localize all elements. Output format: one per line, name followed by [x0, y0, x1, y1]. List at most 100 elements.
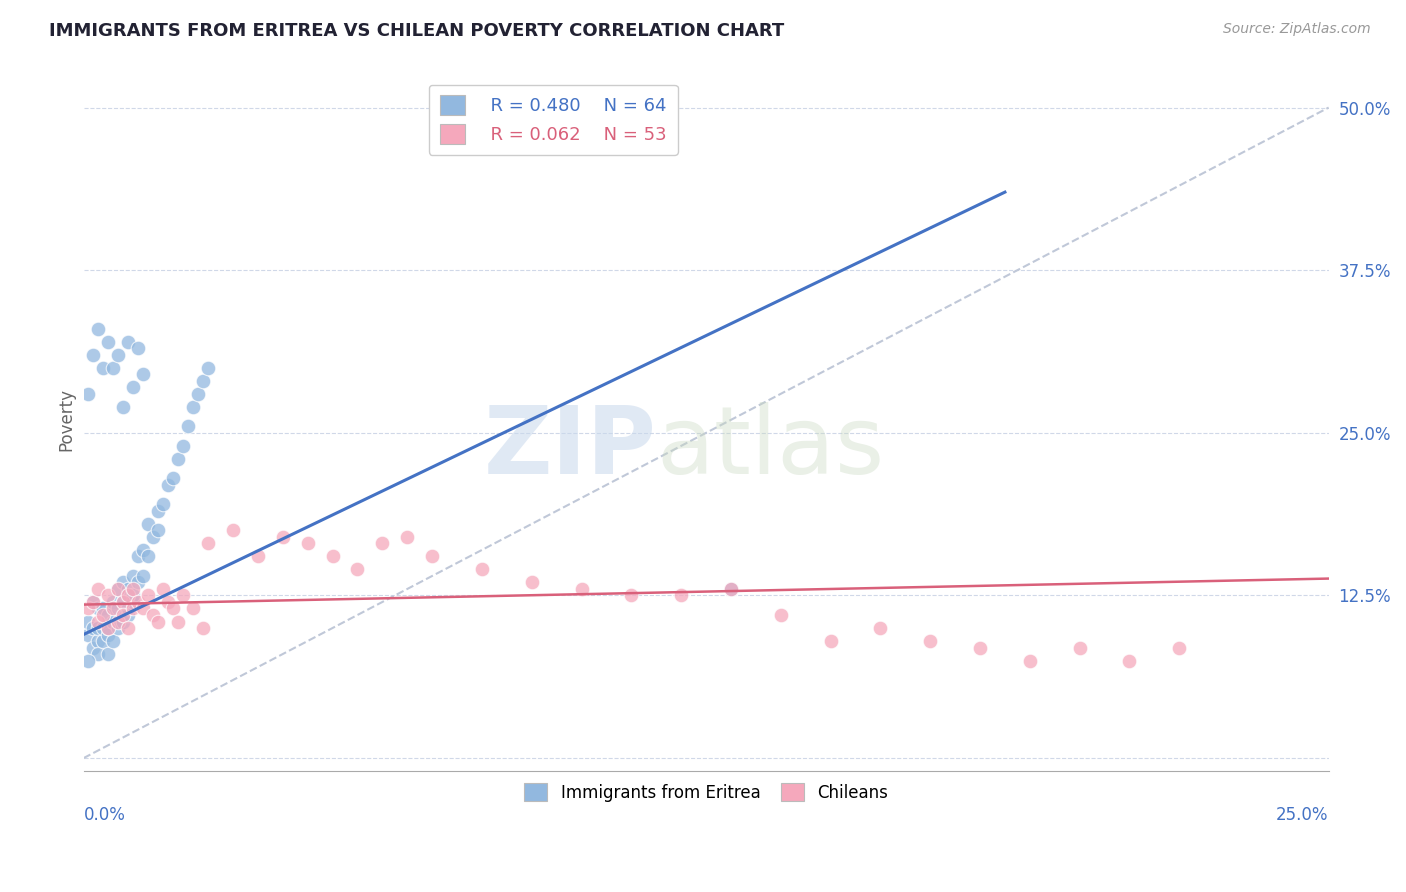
Point [571, 582, 593, 596]
Text: Source: ZipAtlas.com: Source: ZipAtlas.com [1223, 22, 1371, 37]
Point [117, 582, 139, 596]
Point [132, 368, 155, 382]
Point [87, 582, 110, 596]
Point [77, 627, 100, 641]
Point [520, 575, 543, 590]
Point [122, 569, 145, 583]
Point [103, 595, 125, 609]
Text: IMMIGRANTS FROM ERITREA VS CHILEAN POVERTY CORRELATION CHART: IMMIGRANTS FROM ERITREA VS CHILEAN POVER… [49, 22, 785, 40]
Point [97, 621, 120, 635]
Point [1118, 654, 1140, 668]
Point [112, 595, 135, 609]
Point [87, 322, 110, 336]
Point [869, 621, 891, 635]
Point [77, 386, 100, 401]
Point [297, 536, 319, 550]
Point [167, 615, 190, 629]
Point [820, 634, 842, 648]
Point [107, 582, 129, 596]
Point [103, 615, 125, 629]
Point [82, 595, 104, 609]
Point [117, 607, 139, 622]
Point [346, 562, 368, 576]
Point [103, 634, 125, 648]
Point [117, 589, 139, 603]
Point [371, 536, 394, 550]
Point [107, 615, 129, 629]
Point [87, 621, 110, 635]
Point [112, 575, 135, 590]
Point [471, 562, 494, 576]
Point [136, 549, 159, 564]
Point [969, 640, 991, 655]
Point [93, 601, 115, 615]
Point [87, 615, 110, 629]
Point [148, 615, 170, 629]
Point [769, 607, 792, 622]
Point [197, 536, 219, 550]
Point [97, 647, 120, 661]
Point [157, 478, 180, 492]
Point [93, 607, 115, 622]
Point [117, 621, 139, 635]
Point [93, 621, 115, 635]
Point [93, 360, 115, 375]
Point [97, 607, 120, 622]
Point [77, 654, 100, 668]
Point [720, 582, 742, 596]
Point [97, 621, 120, 635]
Point [132, 569, 155, 583]
Point [122, 589, 145, 603]
Legend: Immigrants from Eritrea, Chileans: Immigrants from Eritrea, Chileans [517, 776, 894, 808]
Point [197, 360, 219, 375]
Point [222, 524, 245, 538]
Point [122, 595, 145, 609]
Point [181, 400, 204, 414]
Point [148, 504, 170, 518]
Point [152, 582, 174, 596]
Point [107, 582, 129, 596]
Text: atlas: atlas [657, 402, 884, 494]
Point [172, 439, 194, 453]
Point [136, 516, 159, 531]
Point [112, 615, 135, 629]
Point [191, 621, 214, 635]
Point [77, 601, 100, 615]
Point [82, 640, 104, 655]
Point [117, 334, 139, 349]
Text: 25.0%: 25.0% [1277, 806, 1329, 824]
Point [420, 549, 443, 564]
Point [103, 601, 125, 615]
Point [177, 419, 200, 434]
Point [172, 589, 194, 603]
Point [162, 601, 184, 615]
Point [152, 497, 174, 511]
Point [77, 615, 100, 629]
Point [322, 549, 344, 564]
Point [127, 549, 149, 564]
Point [142, 530, 165, 544]
Point [107, 348, 129, 362]
Point [187, 386, 209, 401]
Point [117, 601, 139, 615]
Point [132, 601, 155, 615]
Point [127, 341, 149, 355]
Point [920, 634, 942, 648]
Point [127, 595, 149, 609]
Point [97, 627, 120, 641]
Text: ZIP: ZIP [484, 402, 657, 494]
Point [1069, 640, 1091, 655]
Point [720, 582, 742, 596]
Point [136, 589, 159, 603]
Point [107, 601, 129, 615]
Point [93, 634, 115, 648]
Point [148, 524, 170, 538]
Point [87, 601, 110, 615]
Point [112, 595, 135, 609]
Point [122, 601, 145, 615]
Point [1018, 654, 1040, 668]
Point [107, 621, 129, 635]
Point [246, 549, 269, 564]
Point [87, 634, 110, 648]
Point [87, 647, 110, 661]
